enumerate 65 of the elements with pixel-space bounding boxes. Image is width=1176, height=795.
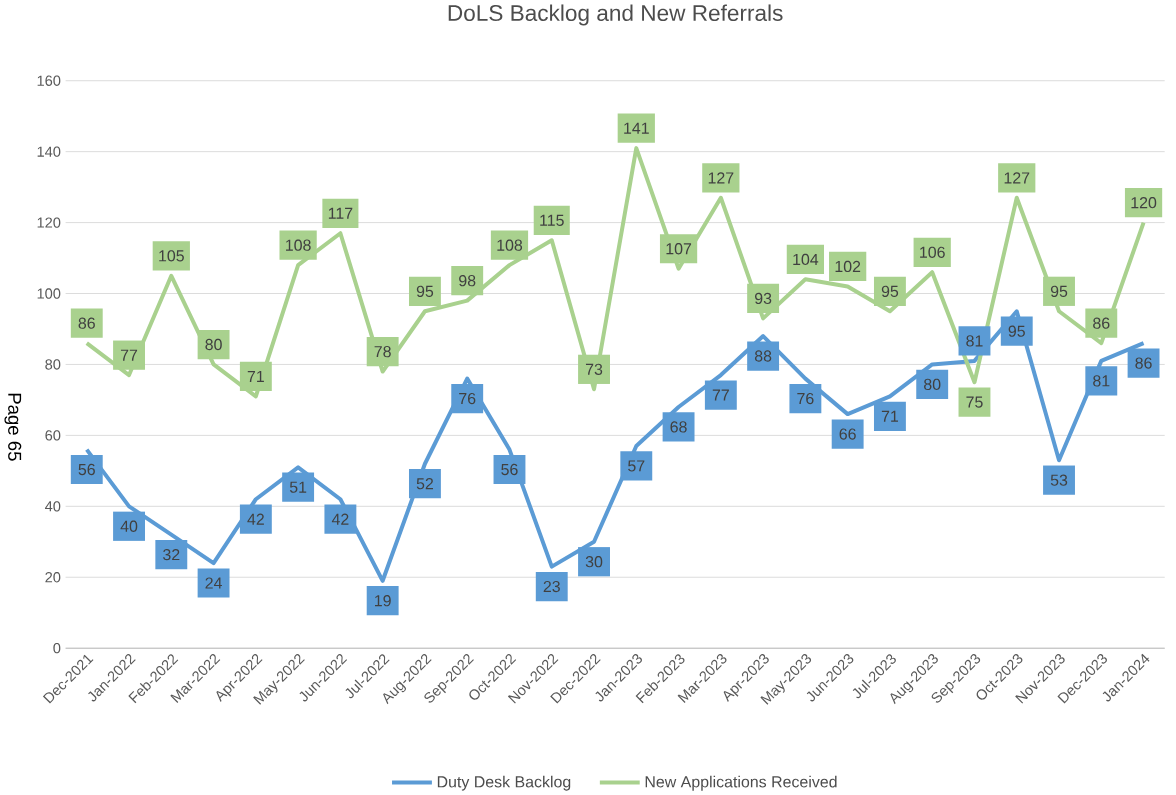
data-label: 24 xyxy=(205,577,222,589)
data-label: 108 xyxy=(497,239,523,252)
data-label: 108 xyxy=(286,239,311,252)
y-tick-label: 120 xyxy=(37,217,61,228)
data-label: 86 xyxy=(1135,357,1152,369)
data-label: 76 xyxy=(459,393,476,405)
data-label: 95 xyxy=(416,285,434,298)
data-label: 42 xyxy=(247,513,264,525)
data-label: 98 xyxy=(459,275,476,287)
data-label: 78 xyxy=(374,346,391,358)
data-label: 30 xyxy=(585,556,603,568)
y-tick-label: 60 xyxy=(45,430,61,441)
data-label: 86 xyxy=(78,317,95,330)
data-label: 52 xyxy=(416,478,433,490)
data-label: 23 xyxy=(543,581,560,593)
data-label: 86 xyxy=(1093,317,1110,330)
data-label: 80 xyxy=(924,378,941,391)
data-label: 76 xyxy=(797,393,814,405)
chart-title: DoLS Backlog and New Referrals xyxy=(448,4,783,26)
data-label: 51 xyxy=(289,481,307,493)
data-label: 95 xyxy=(881,285,899,298)
text: Page 65 xyxy=(4,393,22,461)
data-label: 40 xyxy=(120,520,138,533)
data-label: 81 xyxy=(1093,375,1110,387)
data-label: 120 xyxy=(1131,197,1157,209)
y-tick-label: 100 xyxy=(37,288,61,299)
data-label: 71 xyxy=(247,371,264,383)
data-label: 80 xyxy=(205,339,222,351)
data-label: 104 xyxy=(793,253,819,266)
data-label: 77 xyxy=(120,349,138,361)
data-label: 105 xyxy=(159,250,184,262)
data-label: 77 xyxy=(712,389,729,401)
data-label: 115 xyxy=(540,214,564,227)
y-tick-label: 80 xyxy=(45,359,61,370)
data-label: 71 xyxy=(881,411,899,422)
data-label: 81 xyxy=(966,335,983,347)
data-label: 57 xyxy=(628,460,645,472)
data-label: 95 xyxy=(1008,325,1025,337)
data-label: 75 xyxy=(966,396,983,408)
data-label: 88 xyxy=(754,350,772,362)
data-label: 68 xyxy=(670,421,687,433)
data-label: 32 xyxy=(163,549,180,561)
legend-label: Duty Desk Backlog xyxy=(437,775,571,791)
data-label: 107 xyxy=(666,243,692,255)
data-label: 117 xyxy=(328,207,353,219)
data-label: 93 xyxy=(755,292,772,305)
y-tick-label: 160 xyxy=(37,75,61,87)
data-label: 19 xyxy=(375,595,391,607)
y-tick-label: 20 xyxy=(45,572,61,583)
data-label: 127 xyxy=(1004,172,1030,184)
data-label: 141 xyxy=(624,122,649,134)
data-label: 106 xyxy=(920,246,945,259)
data-label: 66 xyxy=(839,428,856,440)
data-label: 102 xyxy=(835,261,861,273)
data-label: 53 xyxy=(1050,474,1068,486)
y-tick-label: 140 xyxy=(37,146,61,157)
data-label: 56 xyxy=(78,464,95,476)
y-tick-label: 0 xyxy=(53,643,61,654)
data-label: 42 xyxy=(331,513,349,525)
data-label: 56 xyxy=(501,464,518,476)
data-label: 73 xyxy=(585,363,603,376)
y-tick-label: 40 xyxy=(45,501,61,512)
data-label: 127 xyxy=(708,172,734,184)
legend-label: New Applications Received xyxy=(645,775,837,791)
data-label: 95 xyxy=(1050,285,1068,298)
